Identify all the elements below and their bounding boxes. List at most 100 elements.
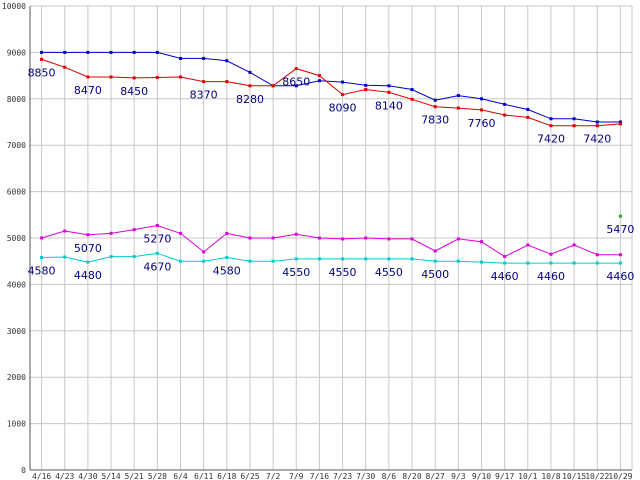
x-tick-label: 8/27 [426,472,445,480]
series-line-3 [41,252,621,264]
data-point [387,84,391,88]
x-tick-label: 8/6 [382,472,397,480]
x-tick-label: 7/16 [310,472,329,480]
data-point [225,231,229,235]
data-point [387,90,391,94]
data-point [248,259,252,263]
data-point [410,237,414,241]
data-label: 8450 [120,85,148,98]
x-tick-label: 7/30 [356,472,375,480]
data-label: 4550 [329,266,357,279]
data-point [433,98,437,102]
x-tick-label: 6/25 [240,472,259,480]
data-point [341,80,345,84]
data-point [387,257,391,261]
data-point [595,261,599,265]
data-point [503,102,507,106]
data-point [317,79,321,83]
data-point [618,120,622,124]
y-tick-label: 6000 [7,188,26,197]
data-point [294,67,298,71]
x-tick-label: 6/11 [194,472,213,480]
data-point [86,260,90,264]
data-point [526,115,530,119]
y-tick-label: 4000 [7,280,26,289]
data-point [109,75,113,79]
data-point [549,124,553,128]
data-point [294,232,298,236]
data-label: 4580 [213,264,241,277]
data-point [480,108,483,112]
data-point [86,233,90,237]
data-point [572,243,576,247]
data-point [155,251,159,255]
data-point [572,261,576,265]
data-label: 8650 [282,76,310,89]
y-tick-labels: 0 1000 2000 3000 4000 5000 6000 7000 8000 9000 100… [2,2,26,475]
data-point [202,80,206,84]
data-point [341,257,345,261]
data-point [225,255,229,259]
data-point [294,84,298,88]
data-point [317,257,321,261]
x-tick-label: 8/20 [402,472,421,480]
data-point [526,261,530,265]
data-point [271,84,275,88]
data-point [155,75,159,79]
x-tick-label: 4/16 [32,472,51,480]
data-point [317,74,321,78]
data-point [503,113,507,117]
axes [29,6,632,471]
x-tick-label: 9/10 [472,472,491,480]
data-label: 5270 [143,232,171,245]
data-point [271,236,275,240]
data-label: 4550 [375,266,403,279]
x-tick-label: 6/4 [173,472,188,480]
x-tick-label: 10/22 [585,472,609,480]
y-tick-label: 8000 [7,95,26,104]
x-tick-label: 10/1 [518,472,537,480]
data-point [572,117,576,121]
data-point [63,255,67,259]
data-point [86,75,90,79]
data-point [132,50,136,54]
data-point [248,70,252,74]
x-tick-label: 5/14 [101,472,120,480]
data-point [179,56,182,60]
data-point [86,50,90,54]
data-point [618,122,622,126]
data-label: 4460 [491,270,519,283]
y-tick-label: 5000 [7,234,26,243]
data-point [63,50,67,54]
data-point [248,84,252,88]
data-point [202,259,206,263]
data-point [410,97,414,101]
data-point [456,259,460,263]
y-tick-label: 7000 [7,141,26,150]
series-line-2 [41,224,621,258]
data-label: 4550 [282,266,310,279]
data-label: 7830 [421,114,449,127]
data-label: 7420 [537,133,565,146]
data-label: 8090 [329,102,357,115]
data-point [202,250,206,254]
data-point [387,237,391,241]
data-point [63,65,67,69]
data-point [364,236,368,240]
data-point [618,253,622,257]
data-point [595,124,599,128]
data-point [179,75,182,79]
data-label: 5470 [606,223,634,236]
series-line-1 [41,58,621,127]
data-point [480,260,483,264]
data-point [109,255,113,259]
x-tick-labels: 4/16 4/23 4/30 5/14 5/21 5/28 6/4 6/11 6/18 6/25 7… [32,472,633,480]
data-point [179,231,182,235]
series-line-0 [41,51,621,123]
data-point [480,240,483,244]
data-point [433,249,437,253]
data-point [294,257,298,261]
data-point [595,253,599,257]
data-point [549,261,553,265]
